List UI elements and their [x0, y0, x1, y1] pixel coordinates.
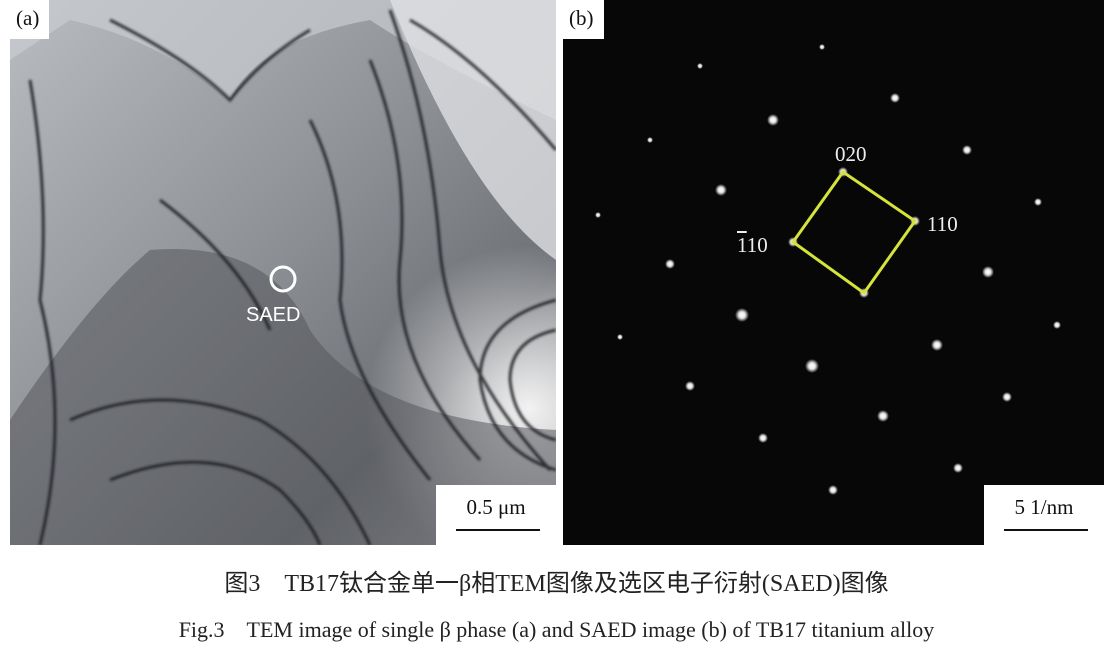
- diffraction-spot: [890, 93, 900, 103]
- scale-bar-a-text: 0.5 μm: [466, 495, 526, 519]
- diffraction-spot: [685, 381, 695, 391]
- scale-bar-b-line: [1004, 529, 1088, 531]
- index-110: 110: [927, 212, 958, 236]
- index-bar-digit: 1: [737, 233, 747, 257]
- diffraction-spot: [819, 44, 825, 50]
- diffraction-spot: [931, 339, 943, 351]
- diffraction-spot: [982, 266, 994, 278]
- tem-micrograph: [10, 0, 556, 545]
- caption-english: Fig.3 TEM image of single β phase (a) an…: [178, 617, 935, 642]
- saed-area-circle: [269, 265, 297, 293]
- saed-pattern-panel: (b) 020 110 110 5 1/nm: [563, 0, 1104, 545]
- diffraction-spot: [595, 212, 601, 218]
- diffraction-spot: [647, 137, 653, 143]
- panel-a-label: (a): [10, 0, 50, 39]
- diffraction-spot: [877, 410, 889, 422]
- diffraction-spot: [1034, 198, 1042, 206]
- tem-image-panel: (a) SAED 0.5 μm: [10, 0, 556, 545]
- unit-cell-outline: [790, 169, 918, 296]
- diffraction-spot: [767, 114, 779, 126]
- diffraction-spot: [1053, 321, 1061, 329]
- caption-chinese: 图3 TB17钛合金单一β相TEM图像及选区电子衍射(SAED)图像: [224, 571, 889, 597]
- scale-bar-b: 5 1/nm: [984, 485, 1104, 545]
- diffraction-spot: [715, 184, 727, 196]
- panel-b-label: (b): [563, 0, 604, 39]
- diffraction-spot: [735, 308, 749, 322]
- diffraction-spot: [1002, 392, 1012, 402]
- diffraction-spot: [805, 359, 819, 373]
- diffraction-spot: [697, 63, 703, 69]
- index-020: 020: [835, 142, 867, 166]
- scale-bar-b-text: 5 1/nm: [1014, 495, 1074, 519]
- diffraction-spot: [962, 145, 972, 155]
- diffraction-pattern: [595, 44, 1061, 495]
- diffraction-spot: [617, 334, 623, 340]
- scale-bar-a: 0.5 μm: [436, 485, 556, 545]
- diffraction-spot: [665, 259, 675, 269]
- diffraction-spot: [758, 433, 768, 443]
- scale-bar-a-line: [456, 529, 540, 531]
- diffraction-spot: [828, 485, 838, 495]
- index-bar-110: 110: [737, 233, 768, 258]
- index-rest-digits: 10: [746, 233, 768, 257]
- saed-label: SAED: [246, 304, 301, 326]
- diffraction-spot: [953, 463, 963, 473]
